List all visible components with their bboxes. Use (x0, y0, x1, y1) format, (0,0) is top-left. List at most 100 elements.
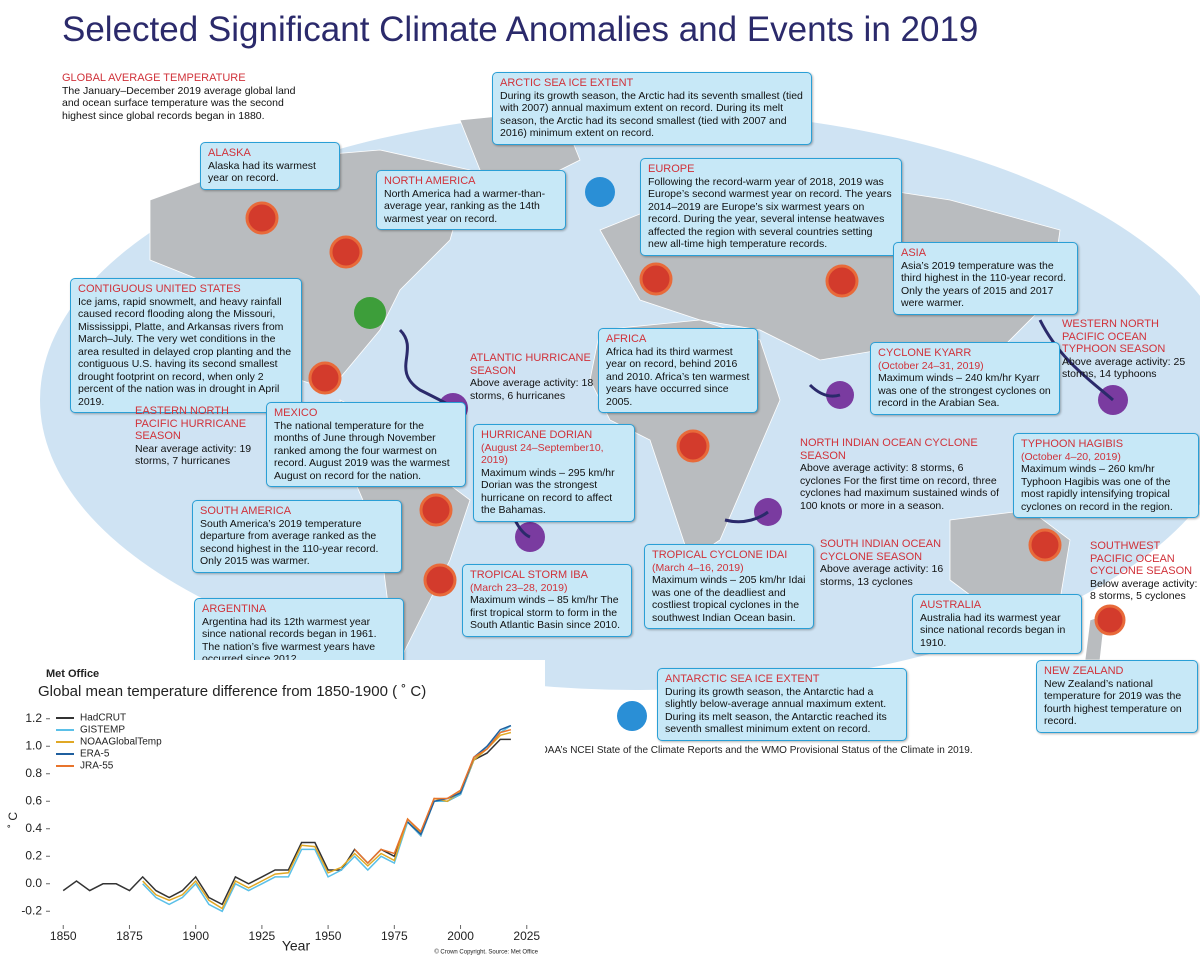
callout-date: (March 4–16, 2019) (652, 561, 744, 574)
callout: ALASKA Alaska had its warmest year on rec… (200, 142, 340, 190)
y-tick-label: 0.4 (25, 821, 42, 835)
callout-heading: MEXICO (274, 407, 318, 419)
legend-label: NOAAGlobalTemp (80, 737, 162, 748)
callout-text: South America’s 2019 temperature departu… (200, 517, 379, 568)
callout-heading: SOUTH INDIAN OCEAN CYCLONE SEASON (820, 538, 942, 563)
callout: TROPICAL CYCLONE IDAI (March 4–16, 2019) M… (644, 544, 814, 629)
callout: SOUTH AMERICA South America’s 2019 temper… (192, 500, 402, 573)
series-line (142, 731, 512, 910)
callout-date: (October 4–20, 2019) (1021, 450, 1121, 463)
y-tick-label: 0.8 (25, 766, 42, 780)
y-tick-label: 0.6 (25, 793, 42, 807)
callout-text: Argentina had its 12th warmest year sinc… (202, 615, 377, 666)
legend-label: HadCRUT (80, 713, 126, 724)
callout-text: Below average activity: 8 storms, 5 cycl… (1090, 577, 1198, 603)
callout-text: Maximum winds – 260 km/hr Typhoon Hagibi… (1021, 463, 1173, 513)
x-tick-label: 1850 (50, 929, 77, 943)
callout-heading: TROPICAL CYCLONE IDAI (652, 549, 788, 561)
legend-label: JRA-55 (80, 761, 114, 772)
callout-heading: TROPICAL STORM IBA (470, 569, 588, 581)
callout-text: Following the record-warm year of 2018, … (648, 175, 892, 251)
callout: ANTARCTIC SEA ICE EXTENT During its growt… (657, 668, 907, 741)
callout-text: Ice jams, rapid snowmelt, and heavy rain… (78, 295, 292, 408)
callout: NORTH AMERICA North America had a warmer-… (376, 170, 566, 230)
y-tick-label: 1.0 (25, 738, 42, 752)
callout: TROPICAL STORM IBA (March 23–28, 2019) Max… (462, 564, 632, 637)
callout-heading: ATLANTIC HURRICANE SEASON (470, 352, 591, 377)
y-tick-label: -0.2 (21, 903, 42, 917)
source-note: OAA’s NCEI State of the Climate Reports … (540, 745, 973, 756)
callout-heading: GLOBAL AVERAGE TEMPERATURE (62, 72, 246, 84)
callout-heading: NORTH AMERICA (384, 175, 476, 187)
y-tick-label: 0.2 (25, 848, 42, 862)
callout-heading: ARCTIC SEA ICE EXTENT (500, 77, 634, 89)
x-tick-label: 2025 (513, 929, 540, 943)
callout-heading: TYPHOON HAGIBIS (1021, 438, 1124, 450)
callout-heading: CONTIGUOUS UNITED STATES (78, 283, 241, 295)
page-title: Selected Significant Climate Anomalies a… (62, 10, 979, 49)
x-tick-label: 2000 (447, 929, 474, 943)
callout: NORTH INDIAN OCEAN CYCLONE SEASON Above a… (800, 437, 1005, 512)
callout-text: Maximum winds – 295 km/hr Dorian was the… (481, 466, 615, 517)
callout-text: Near average activity: 19 storms, 7 hurr… (135, 442, 252, 468)
callout-text: The January–December 2019 average global… (62, 84, 296, 122)
callout-text: Above average activity: 8 storms, 6 cycl… (800, 462, 1000, 512)
callout-heading: WESTERN NORTH PACIFIC OCEAN TYPHOON SEAS… (1062, 318, 1166, 355)
callout-heading: NORTH INDIAN OCEAN CYCLONE SEASON (800, 437, 978, 462)
callout-text: Maximum winds – 240 km/hr Kyarr was one … (878, 372, 1051, 409)
callout: CONTIGUOUS UNITED STATES Ice jams, rapid … (70, 278, 302, 413)
callout-text: During its growth season, the Antarctic … (665, 685, 887, 736)
callout-text: Africa had its third warmest year on rec… (606, 345, 750, 408)
x-axis-label: Year (282, 938, 311, 954)
callout-text: Above average activity: 25 storms, 14 ty… (1062, 355, 1186, 381)
callout-text: The national temperature for the months … (274, 419, 450, 482)
callout: MEXICO The national temperature for the m… (266, 402, 466, 487)
callout-text: Alaska had its warmest year on record. (208, 159, 316, 185)
callout-date: (October 24–31, 2019) (878, 359, 984, 372)
callout-heading: SOUTHWEST PACIFIC OCEAN CYCLONE SEASON (1090, 540, 1193, 577)
legend-label: GISTEMP (80, 725, 125, 736)
x-tick-label: 1875 (116, 929, 143, 943)
chart-panel: Met Office Global mean temperature diffe… (0, 660, 545, 960)
x-tick-label: 1900 (182, 929, 209, 943)
callout-heading: HURRICANE DORIAN (481, 429, 593, 441)
series-line (142, 724, 512, 913)
callout-text: Maximum winds – 85 km/hr The first tropi… (470, 594, 621, 631)
y-axis-label: ˚ C (6, 812, 20, 828)
y-tick-label: 1.2 (25, 711, 42, 725)
x-tick-label: 1975 (381, 929, 408, 943)
callout-text: Maximum winds – 205 km/hr Idai was one o… (652, 574, 806, 624)
callout-heading: SOUTH AMERICA (200, 505, 292, 517)
callout-text: During its growth season, the Arctic had… (500, 89, 803, 140)
callout-heading: ASIA (901, 247, 927, 259)
callout: HURRICANE DORIAN (August 24–September10, … (473, 424, 635, 522)
callout-heading: EASTERN NORTH PACIFIC HURRICANE SEASON (135, 405, 247, 442)
credit: © Crown Copyright. Source: Met Office (434, 949, 538, 956)
callout-text: Above average activity: 16 storms, 13 cy… (820, 563, 944, 588)
callout: AUSTRALIA Australia had its warmest year … (912, 594, 1082, 654)
callout-heading: CYCLONE KYARR (878, 347, 972, 359)
series-line (62, 738, 511, 906)
callout-text: North America had a warmer-than-average … (384, 187, 546, 225)
callout: SOUTHWEST PACIFIC OCEAN CYCLONE SEASON Be… (1090, 540, 1200, 603)
callout-text: New Zealand’s national temperature for 2… (1044, 677, 1182, 728)
callout-heading: EUROPE (648, 163, 695, 175)
callout: SOUTH INDIAN OCEAN CYCLONE SEASON Above a… (820, 538, 950, 588)
callout: ARGENTINA Argentina had its 12th warmest … (194, 598, 404, 671)
callout-text: Australia had its warmest year since nat… (920, 611, 1066, 649)
callout: NEW ZEALAND New Zealand’s national temper… (1036, 660, 1198, 733)
callout: EUROPE Following the record-warm year of … (640, 158, 902, 256)
callout-heading: ARGENTINA (202, 603, 267, 615)
callout-date: (August 24–September10, 2019) (481, 441, 604, 467)
series-line (354, 728, 512, 865)
chart: Met Office Global mean temperature diffe… (6, 668, 540, 956)
x-tick-label: 1925 (249, 929, 276, 943)
callout: CYCLONE KYARR (October 24–31, 2019) Maximu… (870, 342, 1060, 415)
chart-title: Global mean temperature difference from … (38, 683, 426, 700)
y-tick-label: 0.0 (25, 876, 42, 890)
callout: GLOBAL AVERAGE TEMPERATURE The January–De… (62, 72, 307, 122)
callout: AFRICA Africa had its third warmest year … (598, 328, 758, 413)
callout-text: Asia’s 2019 temperature was the third hi… (901, 259, 1066, 310)
callout: EASTERN NORTH PACIFIC HURRICANE SEASON Ne… (135, 405, 265, 468)
